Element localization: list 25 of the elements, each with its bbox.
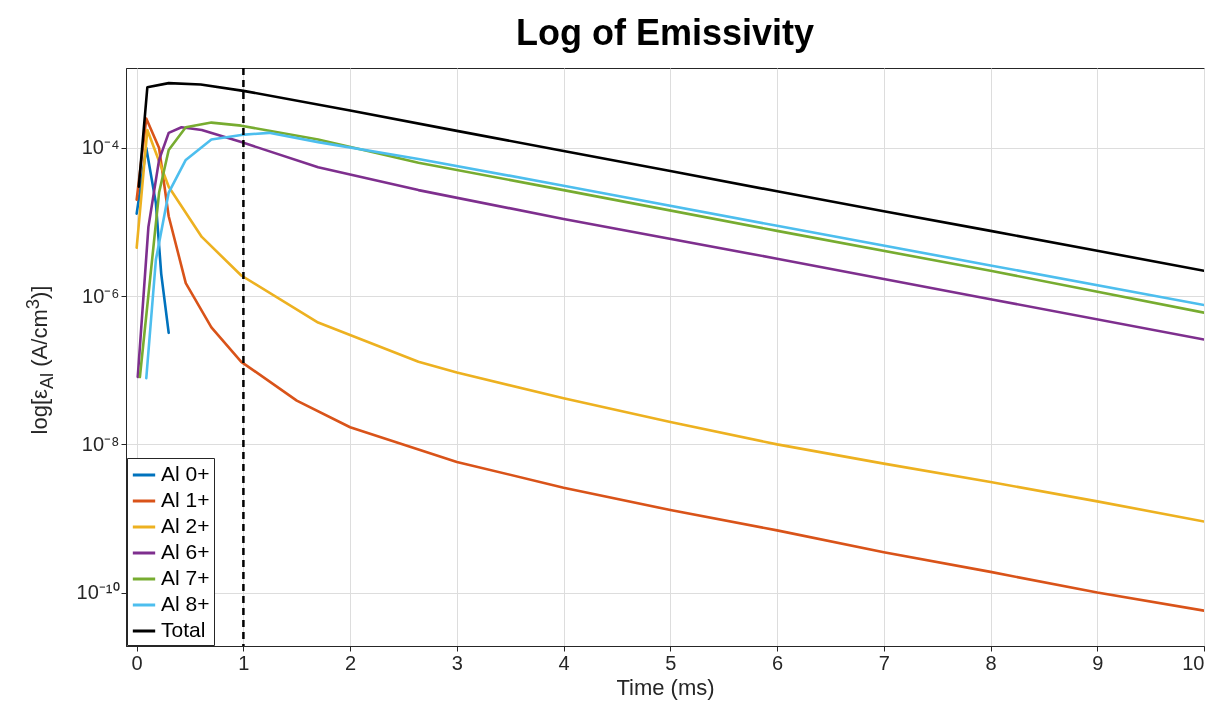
x-tick-label: 3 <box>451 651 463 674</box>
legend-label: Al 7+ <box>161 566 210 589</box>
x-tick-label: 6 <box>772 651 784 674</box>
y-tick-label: 10⁻⁸ <box>81 432 120 455</box>
legend-label: Al 1+ <box>161 488 210 511</box>
y-tick-label: 10⁻⁶ <box>82 284 120 307</box>
y-tick-label: 10⁻¹⁰ <box>76 581 120 604</box>
x-tick-label: 7 <box>878 651 890 674</box>
x-tick-label: 1 <box>238 651 250 674</box>
y-tick-label: 10⁻⁴ <box>81 136 120 159</box>
x-tick-label: 5 <box>665 651 677 674</box>
legend-label: Al 6+ <box>161 540 210 563</box>
x-tick-label: 4 <box>558 651 570 674</box>
x-tick-label: 10 <box>1182 651 1205 674</box>
legend-label: Total <box>161 618 206 641</box>
legend-label: Al 8+ <box>161 592 210 615</box>
x-tick-label: 0 <box>131 651 143 674</box>
legend-label: Al 2+ <box>161 514 210 537</box>
x-tick-label: 9 <box>1092 651 1104 674</box>
legend-label: Al 0+ <box>161 462 210 485</box>
x-axis-title: Time (ms) <box>616 674 715 700</box>
chart-title: Log of Emissivity <box>515 11 815 53</box>
line-series <box>135 117 1204 612</box>
x-tick-label: 2 <box>345 651 357 674</box>
x-tick-label: 8 <box>985 651 997 674</box>
